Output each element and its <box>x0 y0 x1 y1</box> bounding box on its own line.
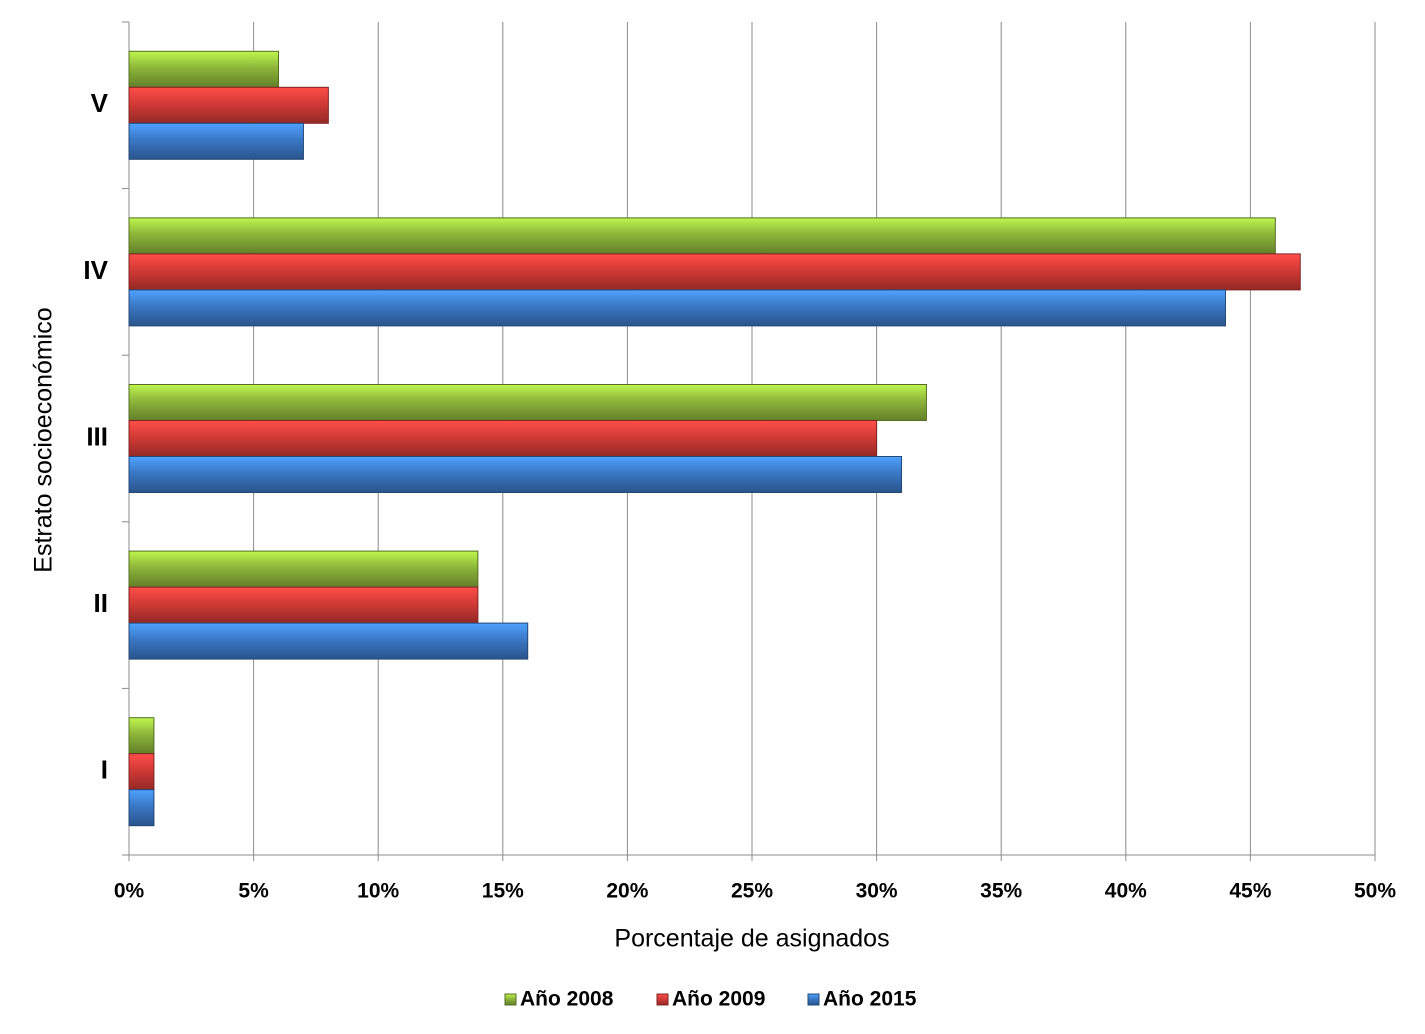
bar <box>128 586 479 624</box>
y-tick-label: III <box>86 421 108 451</box>
legend-swatch <box>656 993 669 1006</box>
legend-label: Año 2009 <box>672 988 765 1011</box>
bar <box>128 550 479 588</box>
legend-label: Año 2015 <box>823 988 917 1011</box>
legend-swatch <box>807 993 820 1006</box>
x-tick-label: 25% <box>731 880 773 903</box>
bar <box>128 420 878 457</box>
x-tick-label: 30% <box>856 880 898 903</box>
bar <box>128 717 155 755</box>
bar <box>128 789 155 827</box>
y-tick-label: V <box>91 88 109 118</box>
x-tick-label: 35% <box>980 880 1022 903</box>
bar <box>128 217 1276 255</box>
x-tick-label: 10% <box>357 880 399 903</box>
x-tick-label: 40% <box>1105 880 1147 903</box>
bar <box>128 753 155 791</box>
bar <box>128 456 903 493</box>
bar <box>128 86 329 124</box>
bar <box>128 622 529 660</box>
y-tick-label: IV <box>83 255 108 285</box>
bar <box>128 384 927 421</box>
x-tick-label: 50% <box>1354 880 1396 903</box>
x-tick-label: 20% <box>606 880 648 903</box>
x-tick-label: 5% <box>238 880 269 903</box>
x-tick-label: 0% <box>114 880 145 903</box>
x-tick-label: 15% <box>482 880 524 903</box>
bar <box>128 122 304 160</box>
y-axis-title: Estrato socioeconómico <box>30 307 58 572</box>
y-tick-label: II <box>94 588 108 618</box>
bar <box>128 289 1226 327</box>
bar <box>128 50 280 88</box>
legend-item: Año 2008 <box>504 988 614 1011</box>
x-axis-title: Porcentaje de asignados <box>614 925 889 953</box>
legend-label: Año 2008 <box>520 988 614 1011</box>
bar <box>128 253 1301 291</box>
x-tick-label: 45% <box>1229 880 1271 903</box>
y-tick-label: I <box>101 755 108 785</box>
legend-item: Año 2009 <box>656 988 765 1011</box>
legend-item: Año 2015 <box>807 988 917 1011</box>
legend-swatch <box>504 993 517 1006</box>
